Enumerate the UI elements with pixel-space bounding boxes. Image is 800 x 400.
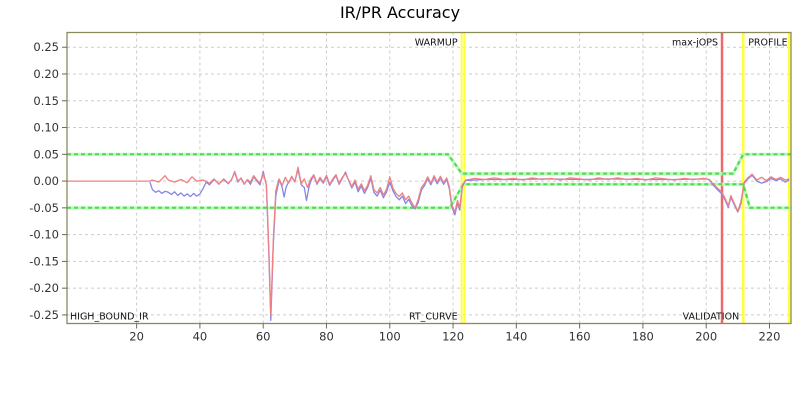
x-tick-label-120: 120: [442, 330, 464, 344]
series-high-bound: [67, 153, 791, 175]
x-tick-label-140: 140: [505, 330, 527, 344]
y-tick-label-0.00: 0.00: [33, 174, 59, 188]
phase-label-max-jops: max-jOPS: [672, 38, 718, 49]
series-actual-ir: [67, 166, 790, 316]
x-tick-label-220: 220: [759, 330, 781, 344]
phase-labels: WARMUP RT_CURVE max-jOPS PROFILE VALIDATION: [409, 38, 788, 323]
x-tick-label-40: 40: [193, 330, 208, 344]
x-tick-label-60: 60: [256, 330, 271, 344]
y-tick-label-0.10: 0.10: [33, 121, 59, 135]
x-tick-label-80: 80: [319, 330, 334, 344]
y-tick-label--0.10: -0.10: [29, 228, 59, 242]
tick-marks: [62, 46, 770, 329]
x-tick-label-180: 180: [632, 330, 654, 344]
phase-label-high-bound-ir: HIGH_BOUND_IR: [70, 312, 149, 323]
y-tick-label--0.25: -0.25: [29, 308, 59, 322]
phase-label-profile: PROFILE: [748, 38, 787, 49]
x-tick-label-200: 200: [695, 330, 717, 344]
x-tick-label-20: 20: [129, 330, 144, 344]
phase-markers: [460, 32, 791, 324]
x-tick-label-160: 160: [569, 330, 591, 344]
y-tick-label-0.25: 0.25: [33, 40, 59, 54]
y-tick-label-0.20: 0.20: [33, 67, 59, 81]
y-tick-label--0.20: -0.20: [29, 281, 59, 295]
phase-label-rt-curve: RT_CURVE: [409, 312, 458, 323]
plot-border: [66, 31, 792, 325]
tick-labels: 20 40 60 80 100 120 140 160 180 200 220 0.25 0.20 0.1…: [29, 40, 780, 343]
x-tick-label-100: 100: [379, 330, 401, 344]
series-low-bound: [67, 183, 791, 209]
y-tick-label-0.15: 0.15: [33, 94, 59, 108]
phase-label-warmup: WARMUP: [415, 38, 458, 49]
y-tick-label--0.05: -0.05: [29, 201, 59, 215]
y-tick-label--0.15: -0.15: [29, 254, 59, 268]
phase-label-validation: VALIDATION: [683, 312, 740, 323]
chart-title: IR/PR Accuracy: [339, 3, 461, 22]
y-tick-label-0.05: 0.05: [33, 147, 59, 161]
